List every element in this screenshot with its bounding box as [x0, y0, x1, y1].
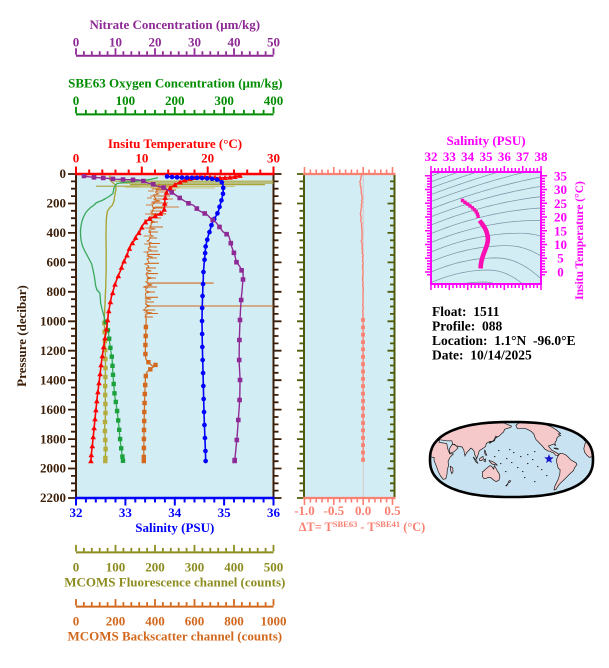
svg-text:0: 0: [73, 35, 80, 50]
svg-text:Insitu Temperature (°C): Insitu Temperature (°C): [574, 181, 586, 300]
svg-text:0: 0: [73, 93, 80, 108]
svg-text:38: 38: [535, 149, 549, 164]
svg-text:40: 40: [228, 35, 241, 50]
svg-text:1600: 1600: [40, 402, 66, 417]
svg-text:Float: 1511: Float: 1511: [432, 304, 500, 319]
svg-text:MCOMS Backscatter channel (cou: MCOMS Backscatter channel (counts): [67, 629, 282, 644]
svg-text:400: 400: [145, 614, 165, 629]
svg-text:20: 20: [201, 151, 214, 166]
svg-text:50: 50: [267, 35, 280, 50]
svg-text:25: 25: [554, 196, 568, 211]
svg-text:10: 10: [109, 35, 122, 50]
svg-text:1400: 1400: [40, 372, 66, 387]
svg-text:0: 0: [73, 560, 80, 575]
svg-text:400: 400: [47, 225, 67, 240]
svg-text:0: 0: [73, 151, 80, 166]
svg-text:800: 800: [224, 614, 244, 629]
svg-text:100: 100: [116, 93, 136, 108]
svg-text:300: 300: [185, 560, 205, 575]
svg-text:30: 30: [267, 151, 280, 166]
svg-text:34: 34: [168, 505, 182, 520]
svg-text:35: 35: [218, 505, 232, 520]
svg-text:200: 200: [106, 614, 126, 629]
svg-text:36: 36: [498, 149, 512, 164]
svg-text:32: 32: [70, 505, 83, 520]
svg-text:0: 0: [557, 264, 564, 279]
svg-text:100: 100: [106, 560, 126, 575]
svg-text:Date: 10/14/2025: Date: 10/14/2025: [432, 348, 532, 363]
svg-text:35: 35: [554, 168, 568, 183]
svg-text:32: 32: [425, 149, 438, 164]
svg-text:Salinity (PSU): Salinity (PSU): [135, 520, 214, 535]
svg-text:600: 600: [185, 614, 205, 629]
svg-text:200: 200: [165, 93, 185, 108]
svg-text:MCOMS Fluorescence channel (co: MCOMS Fluorescence channel (counts): [64, 575, 285, 590]
svg-text:33: 33: [443, 149, 457, 164]
svg-text:20: 20: [149, 35, 162, 50]
svg-text:400: 400: [264, 93, 284, 108]
svg-text:37: 37: [516, 149, 530, 164]
svg-text:10: 10: [135, 151, 148, 166]
svg-text:20: 20: [554, 210, 567, 225]
svg-text:15: 15: [554, 223, 568, 238]
svg-text:35: 35: [480, 149, 494, 164]
svg-text:Pressure (decibar): Pressure (decibar): [14, 285, 29, 387]
svg-text:30: 30: [188, 35, 201, 50]
svg-text:33: 33: [119, 505, 133, 520]
svg-text:Location: 1.1°N -96.0°E: Location: 1.1°N -96.0°E: [432, 333, 576, 348]
svg-text:600: 600: [47, 255, 67, 270]
svg-text:Salinity (PSU): Salinity (PSU): [446, 133, 525, 148]
svg-text:1000: 1000: [261, 614, 287, 629]
svg-text:0.0: 0.0: [355, 503, 371, 518]
svg-text:0: 0: [73, 614, 80, 629]
svg-text:36: 36: [267, 505, 281, 520]
svg-text:300: 300: [214, 93, 234, 108]
svg-text:2200: 2200: [40, 490, 66, 505]
svg-text:34: 34: [461, 149, 475, 164]
svg-text:5: 5: [557, 251, 564, 266]
svg-text:0: 0: [60, 166, 67, 181]
svg-text:1800: 1800: [40, 431, 66, 446]
svg-text:800: 800: [47, 284, 67, 299]
svg-text:Profile: 088: Profile: 088: [432, 319, 502, 334]
svg-text:Nitrate Concentration (μm/kg): Nitrate Concentration (μm/kg): [90, 17, 261, 32]
svg-text:400: 400: [224, 560, 244, 575]
svg-text:200: 200: [145, 560, 165, 575]
svg-text:10: 10: [554, 237, 567, 252]
svg-text:0.5: 0.5: [384, 503, 401, 518]
svg-text:SBE63 Oxygen Concentration (μm: SBE63 Oxygen Concentration (μm/kg): [68, 76, 282, 91]
svg-text:-1.0: -1.0: [294, 503, 315, 518]
svg-text:-0.5: -0.5: [324, 503, 345, 518]
svg-text:1000: 1000: [40, 313, 66, 328]
svg-text:500: 500: [264, 560, 284, 575]
svg-text:30: 30: [554, 182, 567, 197]
svg-text:1200: 1200: [40, 343, 66, 358]
svg-text:200: 200: [47, 196, 67, 211]
svg-text:Insitu Temperature (°C): Insitu Temperature (°C): [108, 136, 242, 151]
svg-text:ΔT= TSBE63 - TSBE41 (°C): ΔT= TSBE63 - TSBE41 (°C): [299, 519, 425, 534]
svg-text:2000: 2000: [40, 461, 66, 476]
